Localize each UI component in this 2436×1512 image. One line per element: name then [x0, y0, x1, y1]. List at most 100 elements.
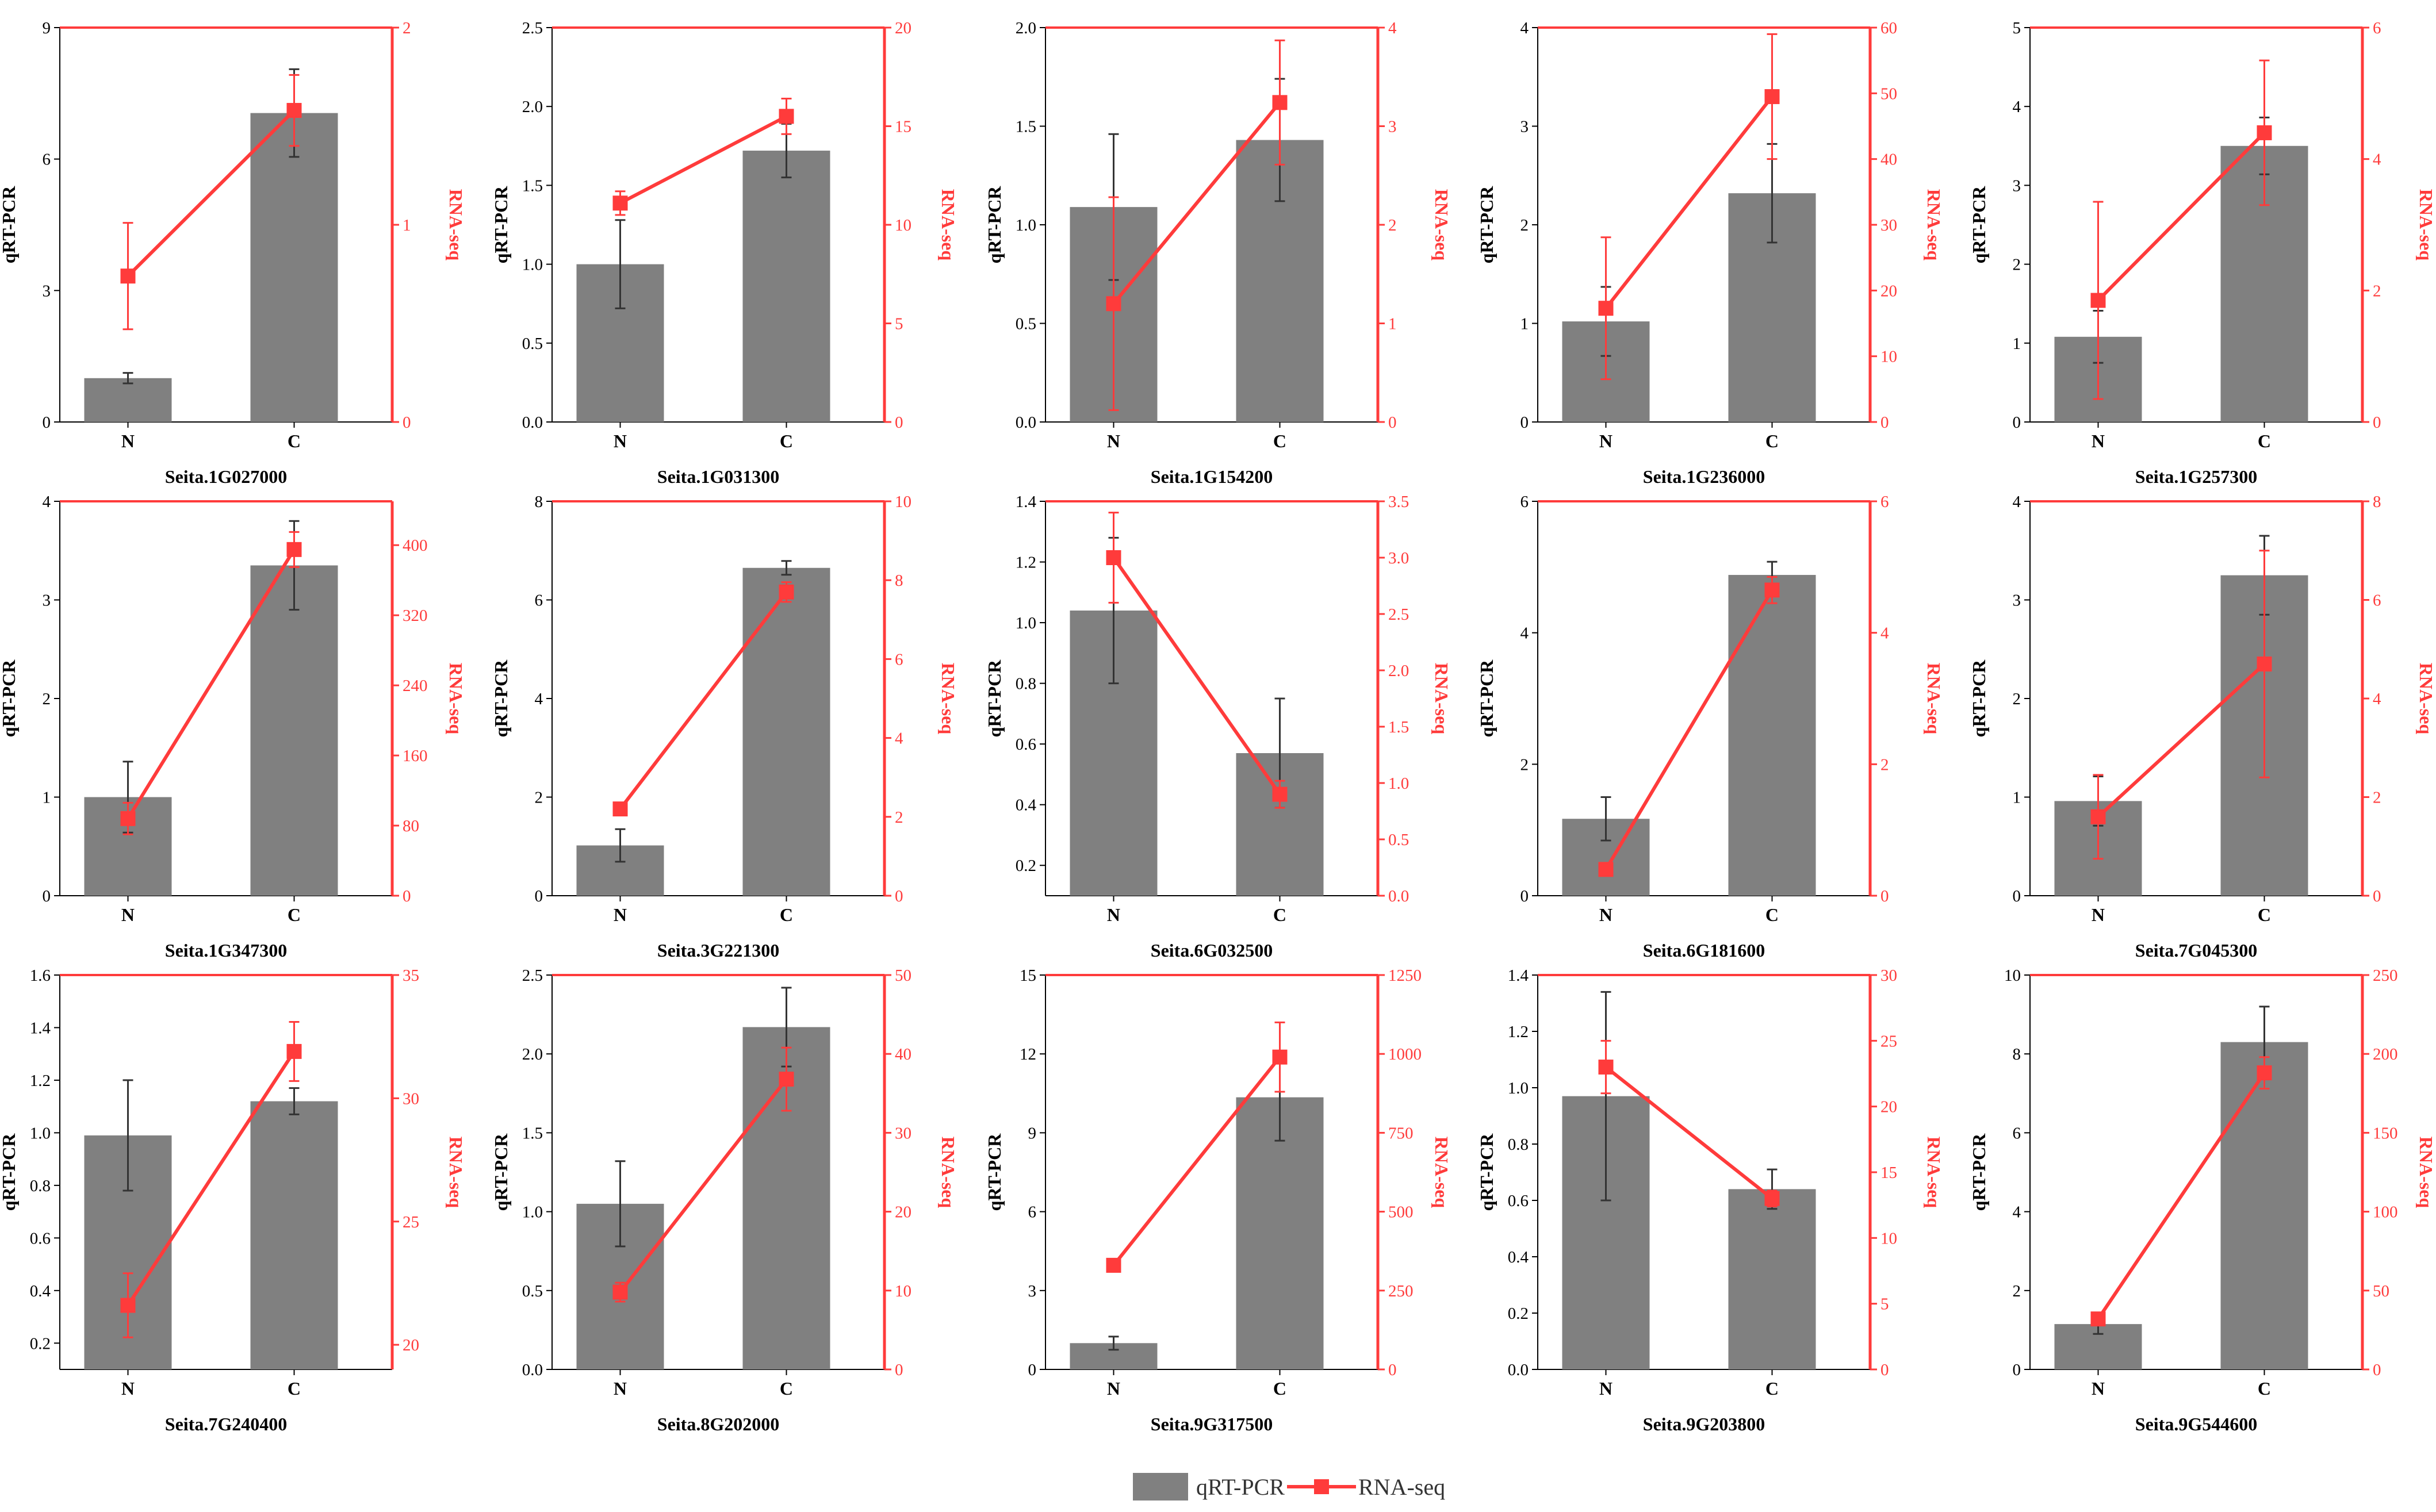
y-axis-title: qRT-PCR: [491, 659, 511, 738]
x-tick-label: N: [1599, 904, 1612, 925]
legend-bar-label: qRT-PCR: [1196, 1474, 1285, 1500]
right-tick-label: 6: [2373, 19, 2381, 37]
rnaseq-point: [286, 103, 302, 118]
y-axis-title: qRT-PCR: [984, 659, 1005, 738]
right-tick-label: 1: [1388, 315, 1397, 333]
left-tick-label: 5: [2013, 19, 2021, 37]
gene-title: Seita.9G317500: [1151, 1414, 1273, 1434]
left-tick-label: 0.5: [522, 1282, 543, 1300]
gene-title: Seita.6G181600: [1643, 940, 1765, 961]
left-tick-label: 4: [2013, 493, 2021, 511]
x-tick-label: C: [780, 904, 793, 925]
y-axis-title: qRT-PCR: [1968, 659, 1989, 738]
left-tick-label: 1.2: [1508, 1023, 1529, 1041]
x-tick-label: N: [1599, 431, 1612, 451]
y2-axis-title: RNA-seq: [2416, 189, 2436, 261]
gene-title: Seita.3G221300: [657, 940, 779, 961]
left-tick-label: 3: [1028, 1282, 1037, 1300]
rnaseq-point: [2257, 1065, 2272, 1081]
right-tick-label: 15: [895, 118, 911, 136]
y-axis-title: qRT-PCR: [491, 1133, 511, 1211]
right-tick-label: 25: [1880, 1032, 1897, 1050]
gene-title: Seita.9G203800: [1643, 1414, 1765, 1434]
left-tick-label: 1.0: [1016, 216, 1036, 235]
right-tick-label: 1.5: [1388, 718, 1409, 736]
panel-seita-6g032500: 0.2 0.4 0.6 0.8 1.0 1.2 1.4 0.0 0.5 1.0 1.5 2.0 2.5 3…: [984, 493, 1452, 961]
y-axis-title: qRT-PCR: [984, 186, 1005, 264]
right-tick-label: 30: [1880, 966, 1897, 985]
y-axis-title: qRT-PCR: [491, 186, 511, 264]
rnaseq-point: [120, 811, 136, 826]
x-tick-label: C: [1765, 904, 1779, 925]
x-tick-label: C: [1273, 431, 1286, 451]
qpcr-bar: [1728, 575, 1816, 896]
right-tick-label: 30: [1880, 216, 1897, 235]
legend-bar-swatch: [1133, 1473, 1188, 1501]
rnaseq-point: [120, 1298, 136, 1313]
x-tick-label: N: [614, 904, 627, 925]
rnaseq-point: [2257, 125, 2272, 140]
left-tick-label: 12: [1020, 1045, 1036, 1064]
left-tick-label: 2.5: [522, 966, 543, 985]
legend-line-label: RNA-seq: [1358, 1474, 1445, 1500]
left-tick-label: 2: [43, 690, 51, 708]
x-tick-label: N: [614, 1378, 627, 1399]
right-tick-label: 0.0: [1388, 887, 1409, 905]
left-tick-label: 3: [2013, 176, 2021, 195]
left-tick-label: 3: [43, 282, 51, 300]
rnaseq-point: [2090, 1311, 2106, 1327]
left-tick-label: 8: [535, 493, 543, 511]
left-tick-label: 0.0: [522, 1361, 543, 1379]
right-tick-label: 0: [2373, 887, 2381, 905]
left-tick-label: 1: [43, 789, 51, 807]
left-tick-label: 0: [43, 887, 51, 905]
left-tick-label: 3: [1520, 118, 1529, 136]
qpcr-bar: [1728, 1189, 1816, 1369]
right-tick-label: 0: [895, 887, 903, 905]
right-tick-label: 2: [2373, 789, 2381, 807]
left-tick-label: 0.5: [1016, 315, 1036, 333]
right-tick-label: 0: [895, 1361, 903, 1379]
left-tick-label: 4: [1520, 19, 1529, 37]
gene-title: Seita.7G240400: [165, 1414, 287, 1434]
y-axis-title: qRT-PCR: [1476, 659, 1497, 738]
right-tick-label: 20: [1880, 282, 1897, 300]
left-tick-label: 1: [2013, 789, 2021, 807]
right-tick-label: 4: [2373, 690, 2381, 708]
right-tick-label: 0: [2373, 1361, 2381, 1379]
left-tick-label: 0: [2013, 887, 2021, 905]
right-tick-label: 4: [895, 730, 903, 748]
rnaseq-point: [1272, 1049, 1288, 1065]
rnaseq-line: [126, 1050, 296, 1307]
right-tick-label: 250: [2373, 966, 2398, 985]
left-tick-label: 0.4: [1508, 1248, 1529, 1267]
left-tick-label: 2.0: [522, 1045, 543, 1064]
right-tick-label: 8: [895, 571, 903, 590]
right-tick-label: 3: [1388, 118, 1397, 136]
x-tick-label: N: [1107, 904, 1120, 925]
right-tick-label: 160: [403, 747, 428, 765]
right-tick-label: 10: [895, 1282, 911, 1300]
left-tick-label: 1.0: [522, 256, 543, 274]
rnaseq-line: [1604, 95, 1774, 310]
right-tick-label: 3.5: [1388, 493, 1409, 511]
left-tick-label: 1.5: [1016, 118, 1036, 136]
rnaseq-point: [779, 1072, 794, 1087]
left-tick-label: 0.4: [1016, 796, 1037, 815]
right-tick-label: 10: [1880, 348, 1897, 366]
left-tick-label: 9: [1028, 1124, 1037, 1142]
right-tick-label: 0: [1880, 1361, 1889, 1379]
rnaseq-line: [619, 1078, 788, 1294]
left-tick-label: 1.0: [522, 1203, 543, 1222]
right-tick-label: 40: [895, 1045, 911, 1064]
rnaseq-point: [2090, 809, 2106, 824]
x-tick-label: C: [288, 431, 301, 451]
x-tick-label: N: [121, 431, 135, 451]
y-axis-title: qRT-PCR: [1476, 186, 1497, 264]
y-axis-title: qRT-PCR: [0, 659, 19, 738]
right-tick-label: 2.0: [1388, 662, 1409, 680]
right-tick-label: 5: [895, 315, 903, 333]
